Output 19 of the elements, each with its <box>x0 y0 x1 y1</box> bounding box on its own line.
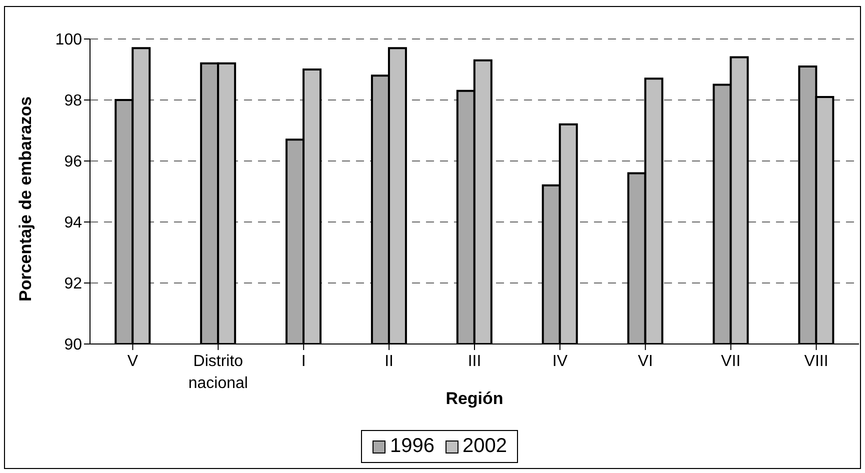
y-axis-title: Porcentaje de embarazos <box>16 96 36 302</box>
x-tick-label: VII <box>721 353 741 370</box>
x-tick-label: IV <box>552 353 568 370</box>
x-tick-label: V <box>127 353 138 370</box>
x-axis-title: Región <box>446 389 504 408</box>
y-tick-label: 92 <box>64 276 82 293</box>
x-tick-label: VIII <box>804 353 828 370</box>
y-tick-label: 94 <box>64 214 82 232</box>
y-tick-label: 98 <box>64 92 82 110</box>
y-tick-label: 100 <box>55 32 82 49</box>
legend-label: 2002 <box>462 435 507 458</box>
y-tick-label: 96 <box>64 154 82 171</box>
x-tick-label: VI <box>638 353 653 370</box>
x-tick-label: I <box>301 353 306 370</box>
x-tick-label: Distrito nacional <box>188 353 248 392</box>
x-tick-label: III <box>468 353 482 370</box>
legend-label: 1996 <box>389 435 434 458</box>
x-tick-label: II <box>384 353 394 370</box>
y-tick-label: 90 <box>64 336 82 354</box>
